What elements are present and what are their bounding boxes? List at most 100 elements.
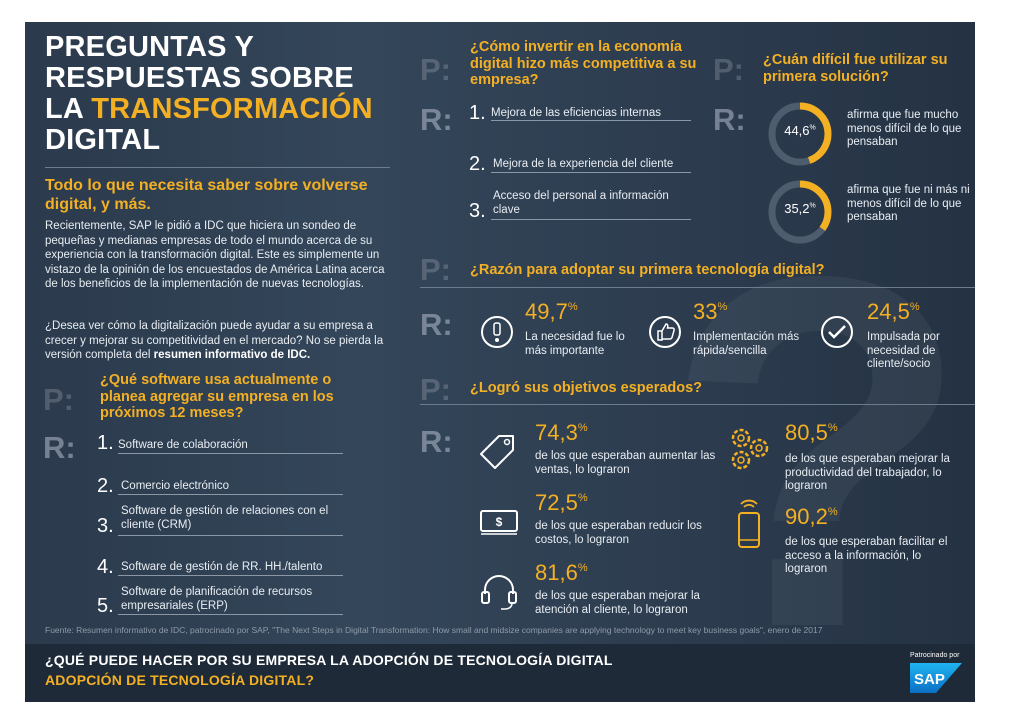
item-number: 4.: [97, 556, 114, 578]
page-title: PREGUNTAS Y RESPUESTAS SOBRE LA TRANSFOR…: [45, 32, 405, 156]
pct-value: 90,2: [785, 504, 828, 529]
pct-unit: %: [577, 562, 588, 574]
difficulty-question: ¿Cuán difícil fue utilizar su primera so…: [763, 52, 948, 85]
sap-logo[interactable]: SAP: [910, 663, 962, 693]
question-marker: P:: [43, 382, 74, 417]
goal-text: de los que esperaban facilitar el acceso…: [785, 536, 948, 575]
intro-paragraph: Recientemente, SAP le pidió a IDC que hi…: [45, 220, 385, 291]
donut-chart-35-2: [768, 180, 832, 244]
question-marker: P:: [420, 372, 451, 407]
item-underline: [118, 575, 343, 576]
item-number: 3.: [97, 515, 114, 537]
title-line: RESPUESTAS SOBRE: [45, 62, 354, 94]
software-item: Software de planificación de recursos em…: [121, 586, 313, 612]
goals-question: ¿Logró sus objetivos esperados?: [470, 380, 703, 396]
reason-question: ¿Razón para adoptar su primera tecnologí…: [470, 262, 825, 278]
answer-marker: R:: [420, 424, 453, 459]
title-line: DIGITAL: [45, 124, 161, 156]
goal-percentage: 72,5%: [535, 490, 588, 516]
pct-unit: %: [827, 422, 838, 434]
item-number: 2.: [469, 153, 486, 175]
subtitle: Todo lo que necesita saber sobre volvers…: [45, 177, 368, 213]
goal-text: de los que esperaban reducir los costos,…: [535, 520, 702, 546]
footer-headline-highlight: ADOPCIÓN DE TECNOLOGÍA DIGITAL?: [45, 672, 315, 688]
question-mark-watermark: ?: [665, 172, 971, 702]
pct-value: 72,5: [535, 490, 578, 515]
idc-brief-link[interactable]: resumen informativo de IDC.: [153, 349, 311, 362]
goal-text: de los que esperaban mejorar la atención…: [535, 590, 700, 616]
answer-marker: R:: [420, 307, 453, 342]
gears-icon: [731, 428, 769, 470]
item-underline: [118, 535, 343, 536]
donut-value: 35,2: [784, 201, 810, 216]
goal-percentage: 80,5%: [785, 420, 838, 446]
money-icon: $: [480, 510, 518, 535]
title-highlight: TRANSFORMACIÓN: [91, 93, 373, 125]
invest-item: Acceso del personal a información clave: [493, 190, 669, 216]
thumbs-up-icon: [649, 316, 681, 348]
checkmark-icon: [821, 316, 853, 348]
reason-text: La necesidad fue lo más importante: [525, 331, 625, 357]
donut-unit: %: [809, 202, 816, 210]
item-underline: [118, 494, 343, 495]
infographic: ? PREGUNTAS Y RESPUESTAS SOBRE LA TRANSF…: [25, 22, 975, 702]
question-marker: P:: [420, 252, 451, 287]
pct-value: 81,6: [535, 560, 578, 585]
reason-percentage: 49,7%: [525, 299, 578, 325]
exclamation-icon: [481, 316, 513, 348]
software-item: Software de colaboración: [118, 439, 248, 451]
item-underline: [118, 453, 343, 454]
divider: [420, 287, 975, 288]
difficulty-text: afirma que fue mucho menos difícil de lo…: [847, 109, 962, 148]
donut-unit: %: [809, 124, 816, 132]
pct-unit: %: [827, 506, 838, 518]
donut-fill: [768, 102, 832, 166]
mobile-icon: [738, 499, 760, 548]
sponsored-label: Patrocinado por: [910, 652, 960, 659]
software-item: Software de gestión de RR. HH./talento: [121, 561, 323, 573]
source-citation: Fuente: Resumen informativo de IDC, patr…: [45, 625, 823, 635]
reason-text: Implementación más rápida/sencilla: [693, 331, 800, 357]
donut-value: 44,6: [784, 123, 810, 138]
footer-headline: ¿QUÉ PUEDE HACER POR SU EMPRESA LA ADOPC…: [45, 652, 613, 668]
invest-item: Mejora de la experiencia del cliente: [493, 158, 674, 170]
software-item: Software de gestión de relaciones con el…: [121, 505, 329, 531]
difficulty-text: afirma que fue ni más ni menos difícil d…: [847, 184, 970, 223]
donut-label: 35,2%: [765, 201, 835, 216]
pct-unit: %: [909, 301, 920, 313]
svg-text:$: $: [496, 515, 503, 529]
pct-unit: %: [577, 422, 588, 434]
footer-bar: [25, 644, 975, 702]
goal-percentage: 81,6%: [535, 560, 588, 586]
question-marker: P:: [713, 52, 744, 87]
pct-value: 80,5: [785, 420, 828, 445]
goal-percentage: 90,2%: [785, 504, 838, 530]
goal-text: de los que esperaban aumentar las ventas…: [535, 450, 716, 476]
item-underline: [491, 172, 691, 173]
pct-unit: %: [577, 492, 588, 504]
item-underline: [491, 120, 691, 121]
divider: [420, 404, 975, 405]
title-text: LA: [45, 93, 92, 125]
cta-text: ¿Desea ver cómo la digitalización puede …: [45, 320, 384, 362]
invest-question: ¿Cómo invertir en la economía digital hi…: [470, 39, 697, 88]
pct-unit: %: [717, 301, 728, 313]
headset-icon: [481, 575, 517, 610]
pct-unit: %: [567, 301, 578, 313]
price-tag-icon: [480, 435, 514, 469]
answer-marker: R:: [420, 102, 453, 137]
intro-cta-paragraph: ¿Desea ver cómo la digitalización puede …: [45, 319, 390, 363]
item-number: 1.: [469, 102, 486, 124]
reason-text: Impulsada por necesidad de cliente/socio: [867, 331, 940, 370]
sap-logo-text: SAP: [914, 671, 945, 688]
title-line: PREGUNTAS Y: [45, 31, 254, 63]
divider: [45, 167, 390, 168]
pct-value: 74,3: [535, 420, 578, 445]
answer-marker: R:: [43, 430, 76, 465]
reason-percentage: 33%: [693, 299, 727, 325]
item-number: 2.: [97, 475, 114, 497]
item-underline: [118, 614, 343, 615]
answer-marker: R:: [713, 102, 746, 137]
title-line: LA TRANSFORMACIÓN: [45, 94, 405, 125]
software-item: Comercio electrónico: [121, 480, 230, 492]
